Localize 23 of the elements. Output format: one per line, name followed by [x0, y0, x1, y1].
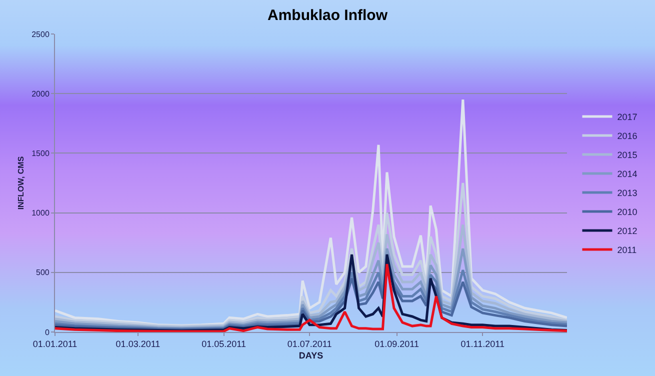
y-tick-label: 500: [36, 268, 50, 278]
x-tick-label: 01.09.2011: [374, 338, 419, 349]
x-tick-label: 01.03.2011: [116, 338, 160, 349]
x-tick-label: 01.11.2011: [460, 338, 504, 349]
legend-label: 2014: [617, 169, 638, 180]
x-axis-title: DAYS: [298, 350, 324, 361]
y-tick-label: 1000: [32, 208, 50, 218]
x-tick-label: 01.01.2011: [32, 338, 78, 349]
x-tick-label: 01.05.2011: [202, 338, 246, 349]
y-tick-label: 2500: [32, 30, 50, 39]
x-tick-label: 01.07.2011: [287, 338, 332, 349]
y-tick-label: 2000: [32, 89, 50, 98]
chart-title: Ambuklao Inflow: [268, 6, 388, 24]
legend-label: 2013: [617, 188, 638, 198]
legend-label: 2011: [617, 245, 637, 256]
y-tick-label: 1500: [32, 149, 50, 158]
legend-label: 2015: [617, 150, 638, 160]
legend-label: 2017: [617, 112, 638, 122]
legend-label: 2012: [617, 226, 638, 236]
y-axis-title: INFLOW, CMS: [16, 156, 26, 210]
legend-label: 2010: [617, 207, 638, 218]
legend-label: 2016: [617, 131, 638, 142]
y-tick-label: 0: [44, 328, 50, 337]
